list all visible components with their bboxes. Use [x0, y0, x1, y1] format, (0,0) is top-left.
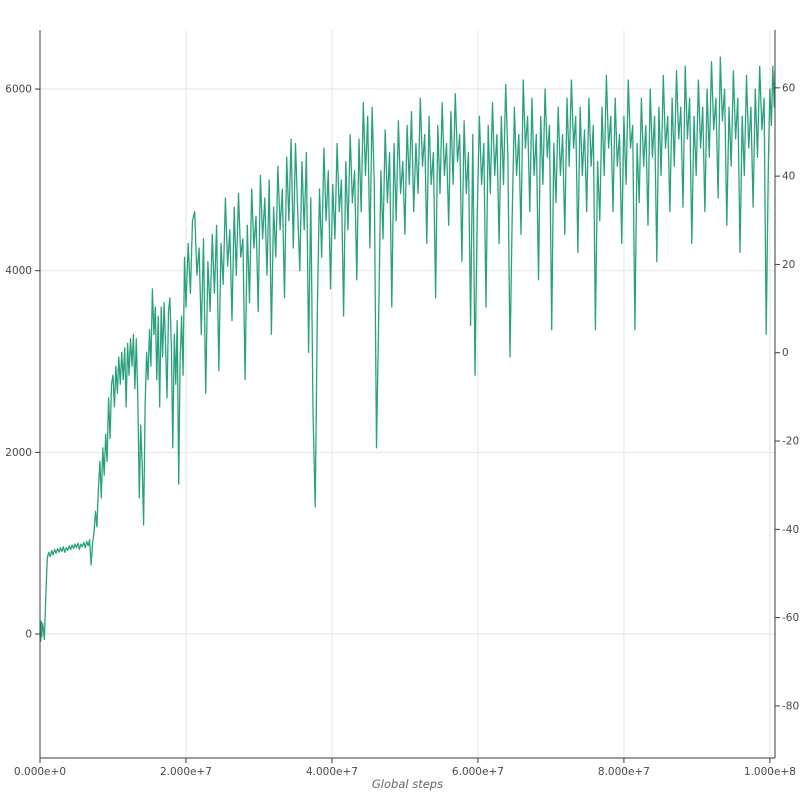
y-tick-label-left: 6000 — [5, 84, 32, 96]
y-tick-label-right: -80 — [782, 700, 799, 712]
y-tick-label-left: 0 — [25, 629, 32, 641]
series-line — [40, 56, 775, 642]
x-tick-label: 4.000e+7 — [306, 766, 358, 778]
y-tick-label-left: 2000 — [5, 447, 32, 459]
x-tick-label: 6.000e+7 — [452, 766, 504, 778]
y-tick-label-right: 40 — [782, 171, 795, 183]
x-tick-label: 2.000e+7 — [160, 766, 212, 778]
y-tick-label-right: 0 — [782, 347, 789, 359]
y-tick-label-right: -20 — [782, 436, 799, 448]
y-tick-label-right: 20 — [782, 259, 795, 271]
x-tick-label: 8.000e+7 — [598, 766, 650, 778]
y-tick-label-left: 4000 — [5, 265, 32, 277]
y-tick-label-right: -60 — [782, 612, 799, 624]
x-tick-label: 1.000e+8 — [744, 766, 796, 778]
x-axis-label: Global steps — [371, 777, 444, 791]
x-tick-label: 0.000e+0 — [14, 766, 66, 778]
y-tick-label-right: 60 — [782, 82, 795, 94]
y-tick-label-right: -40 — [782, 524, 799, 536]
